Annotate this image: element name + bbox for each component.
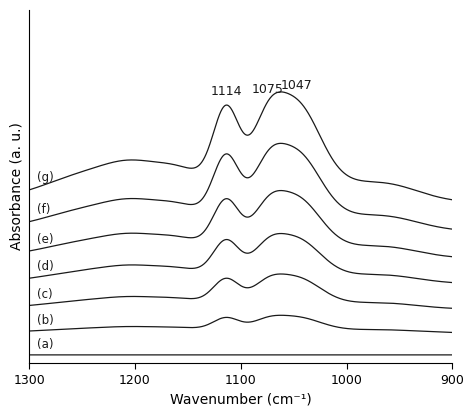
X-axis label: Wavenumber (cm⁻¹): Wavenumber (cm⁻¹) [170,392,312,406]
Text: 1075: 1075 [251,83,283,96]
Text: (a): (a) [36,338,53,351]
Text: (d): (d) [36,260,54,273]
Text: 1047: 1047 [281,79,313,92]
Text: (c): (c) [36,288,52,301]
Text: (e): (e) [36,233,53,246]
Text: (b): (b) [36,314,54,327]
Text: (f): (f) [36,203,50,216]
Text: (g): (g) [36,171,54,184]
Y-axis label: Absorbance (a. u.): Absorbance (a. u.) [10,123,24,250]
Text: 1114: 1114 [210,85,242,99]
